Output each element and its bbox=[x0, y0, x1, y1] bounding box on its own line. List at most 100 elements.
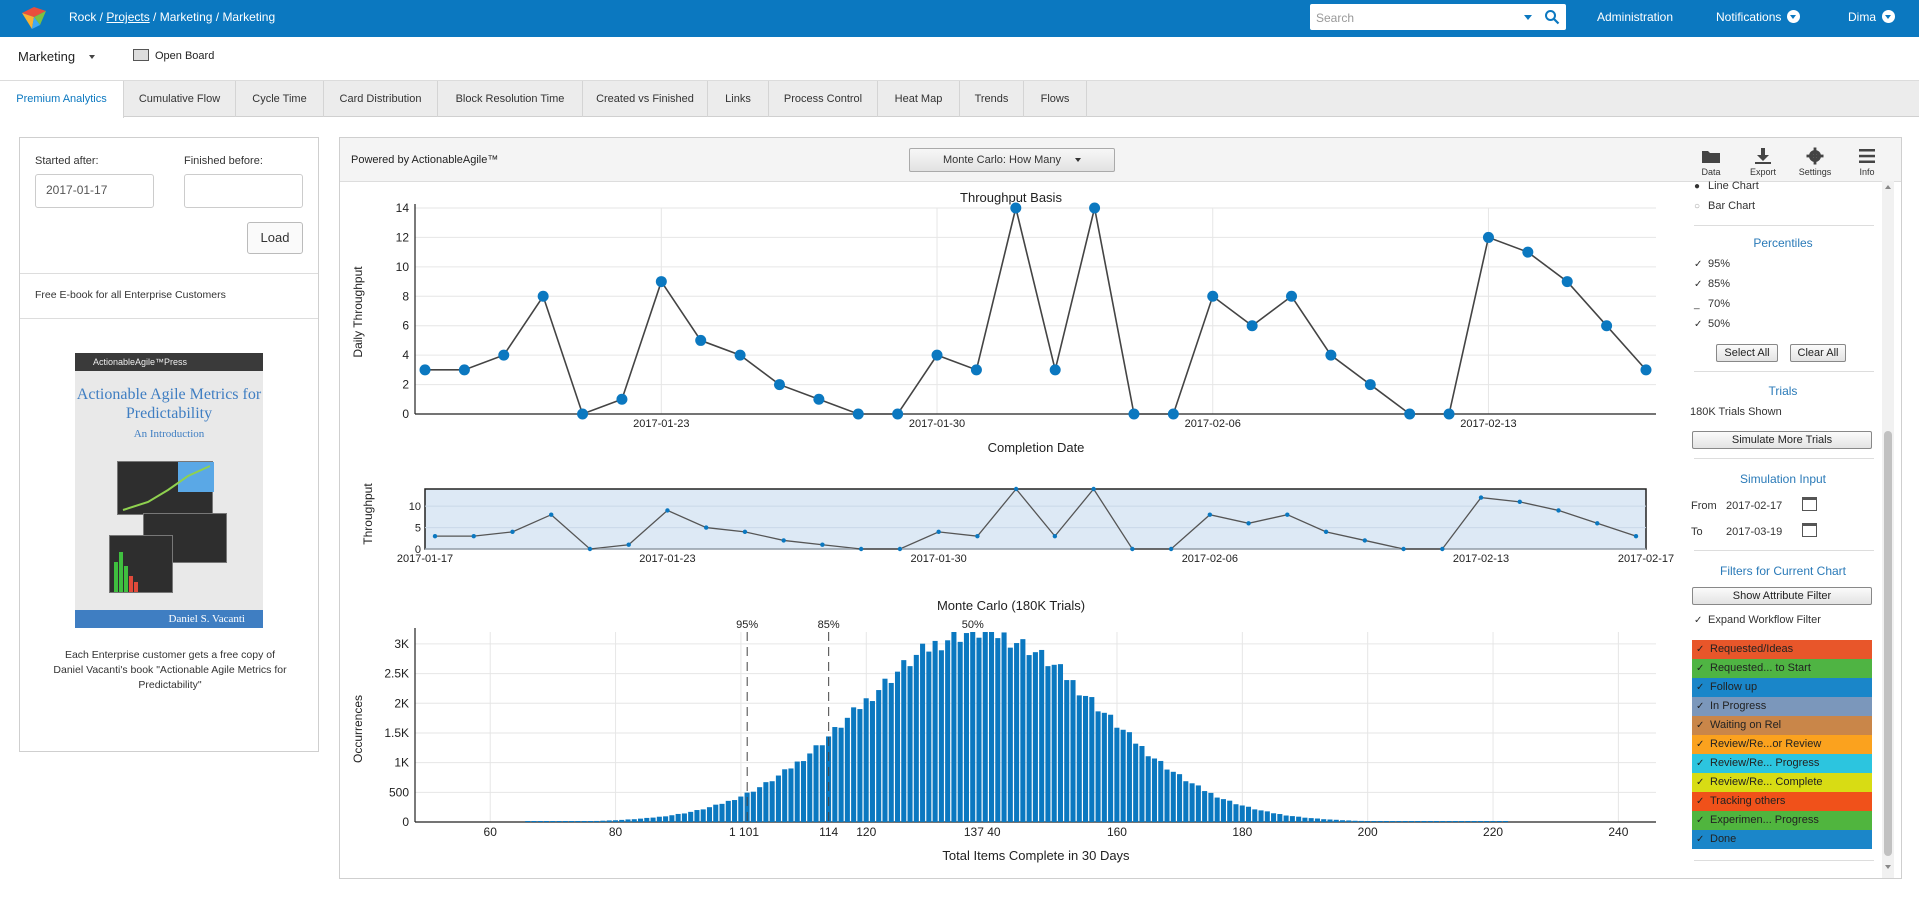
histogram-bar[interactable] bbox=[1452, 821, 1458, 822]
histogram-bar[interactable] bbox=[826, 736, 832, 822]
user-menu[interactable]: Dima bbox=[1848, 10, 1896, 24]
histogram-bar[interactable] bbox=[995, 638, 1001, 822]
histogram-bar[interactable] bbox=[1321, 819, 1327, 822]
histogram-bar[interactable] bbox=[1415, 821, 1421, 822]
histogram-bar[interactable] bbox=[1089, 697, 1095, 822]
histogram-bar[interactable] bbox=[1383, 821, 1389, 822]
histogram-bar[interactable] bbox=[819, 745, 825, 822]
tab-created-vs-finished[interactable]: Created vs Finished bbox=[583, 81, 708, 117]
histogram-bar[interactable] bbox=[1289, 816, 1295, 822]
histogram-bar[interactable] bbox=[1377, 821, 1383, 822]
data-point[interactable] bbox=[537, 290, 549, 302]
data-point[interactable] bbox=[1522, 246, 1534, 258]
open-board-button[interactable]: Open Board bbox=[133, 49, 214, 62]
histogram-bar[interactable] bbox=[606, 820, 612, 822]
histogram-bar[interactable] bbox=[851, 707, 857, 822]
histogram-bar[interactable] bbox=[738, 796, 744, 822]
percentile-85-checkbox[interactable]: ✓ 85% bbox=[1694, 278, 1730, 290]
histogram-bar[interactable] bbox=[982, 632, 988, 822]
crumb-marketing[interactable]: Marketing bbox=[159, 10, 213, 24]
data-point[interactable] bbox=[931, 349, 943, 361]
histogram-bar[interactable] bbox=[1346, 820, 1352, 822]
finished-before-input[interactable] bbox=[184, 174, 303, 208]
histogram-bar[interactable] bbox=[1308, 818, 1314, 822]
data-point[interactable] bbox=[1246, 320, 1258, 332]
histogram-bar[interactable] bbox=[625, 819, 631, 822]
histogram-bar[interactable] bbox=[1001, 632, 1007, 822]
histogram-bar[interactable] bbox=[926, 651, 932, 822]
histogram-bar[interactable] bbox=[1202, 791, 1208, 822]
histogram-bar[interactable] bbox=[894, 671, 901, 822]
histogram-bar[interactable] bbox=[1220, 799, 1226, 822]
data-point[interactable] bbox=[813, 393, 825, 405]
histogram-bar[interactable] bbox=[612, 820, 618, 822]
from-date[interactable]: 2017-02-17 bbox=[1726, 500, 1783, 512]
histogram-bar[interactable] bbox=[1114, 727, 1120, 822]
histogram-bar[interactable] bbox=[688, 811, 694, 822]
histogram-bar[interactable] bbox=[650, 817, 656, 822]
percentile-50-checkbox[interactable]: ✓ 50% bbox=[1694, 318, 1730, 330]
histogram-bar[interactable] bbox=[957, 641, 963, 822]
histogram-bar[interactable] bbox=[1007, 647, 1013, 822]
histogram-bar[interactable] bbox=[788, 768, 794, 822]
histogram-bar[interactable] bbox=[1371, 821, 1377, 822]
histogram-bar[interactable] bbox=[1245, 806, 1252, 822]
histogram-bar[interactable] bbox=[1490, 821, 1496, 822]
data-point[interactable] bbox=[734, 349, 746, 361]
throughput-basis-chart[interactable]: Throughput Basis Completion Date Daily T… bbox=[351, 190, 1656, 455]
data-point[interactable] bbox=[1010, 202, 1022, 214]
histogram-bar[interactable] bbox=[769, 781, 775, 822]
histogram-bar[interactable] bbox=[800, 761, 807, 822]
scroll-up-icon[interactable] bbox=[1885, 185, 1891, 189]
workflow-filter-item[interactable]: ✓ Follow up bbox=[1692, 678, 1872, 697]
app-logo-icon[interactable] bbox=[20, 5, 48, 31]
select-all-button[interactable]: Select All bbox=[1716, 344, 1778, 362]
histogram-bar[interactable] bbox=[1421, 821, 1427, 822]
histogram-bar[interactable] bbox=[638, 818, 644, 822]
histogram-bar[interactable] bbox=[857, 709, 863, 822]
board-selector[interactable]: Marketing bbox=[18, 49, 96, 64]
histogram-bar[interactable] bbox=[1108, 714, 1114, 822]
workflow-filter-item[interactable]: ✓ Experimen... Progress bbox=[1692, 811, 1872, 830]
simulate-more-button[interactable]: Simulate More Trials bbox=[1692, 431, 1872, 449]
histogram-bar[interactable] bbox=[587, 821, 593, 822]
histogram-bar[interactable] bbox=[732, 800, 738, 822]
histogram-bar[interactable] bbox=[1277, 814, 1283, 822]
histogram-bar[interactable] bbox=[913, 654, 919, 822]
histogram-bar[interactable] bbox=[1101, 712, 1107, 822]
data-points[interactable] bbox=[419, 202, 1652, 420]
histogram-bar[interactable] bbox=[901, 660, 907, 822]
histogram-bar[interactable] bbox=[1158, 760, 1164, 822]
histogram-bar[interactable] bbox=[744, 792, 750, 822]
histogram-bar[interactable] bbox=[963, 633, 969, 822]
histogram-bar[interactable] bbox=[537, 821, 543, 822]
histogram-bar[interactable] bbox=[1314, 818, 1320, 822]
histogram-bar[interactable] bbox=[1408, 821, 1414, 822]
histogram-bar[interactable] bbox=[581, 821, 587, 822]
histogram-bar[interactable] bbox=[1126, 732, 1132, 822]
data-point[interactable] bbox=[419, 364, 431, 376]
data-point[interactable] bbox=[1561, 276, 1573, 288]
histogram-bar[interactable] bbox=[1032, 652, 1038, 822]
histogram-bar[interactable] bbox=[970, 632, 976, 822]
histogram-bar[interactable] bbox=[1283, 815, 1289, 822]
percentile-95-checkbox[interactable]: ✓ 95% bbox=[1694, 258, 1730, 270]
histogram-bar[interactable] bbox=[600, 820, 606, 822]
histogram-bar[interactable] bbox=[700, 809, 706, 822]
data-point[interactable] bbox=[498, 349, 510, 361]
histogram-bar[interactable] bbox=[1064, 680, 1070, 822]
histogram-bar[interactable] bbox=[1427, 821, 1433, 822]
histogram-bar[interactable] bbox=[525, 821, 531, 822]
data-point[interactable] bbox=[1404, 408, 1416, 420]
histogram-bar[interactable] bbox=[1333, 819, 1339, 822]
histogram-bar[interactable] bbox=[1195, 785, 1201, 822]
histogram-bar[interactable] bbox=[1183, 781, 1189, 822]
histogram-bar[interactable] bbox=[750, 791, 756, 822]
tab-trends[interactable]: Trends bbox=[960, 81, 1024, 117]
histogram-bar[interactable] bbox=[869, 701, 875, 822]
workflow-filter-item[interactable]: ✓ Tracking others bbox=[1692, 792, 1872, 811]
histogram-bar[interactable] bbox=[594, 820, 600, 822]
histogram-bar[interactable] bbox=[863, 698, 869, 822]
histogram-bar[interactable] bbox=[976, 637, 982, 822]
histogram-bar[interactable] bbox=[1402, 821, 1408, 822]
